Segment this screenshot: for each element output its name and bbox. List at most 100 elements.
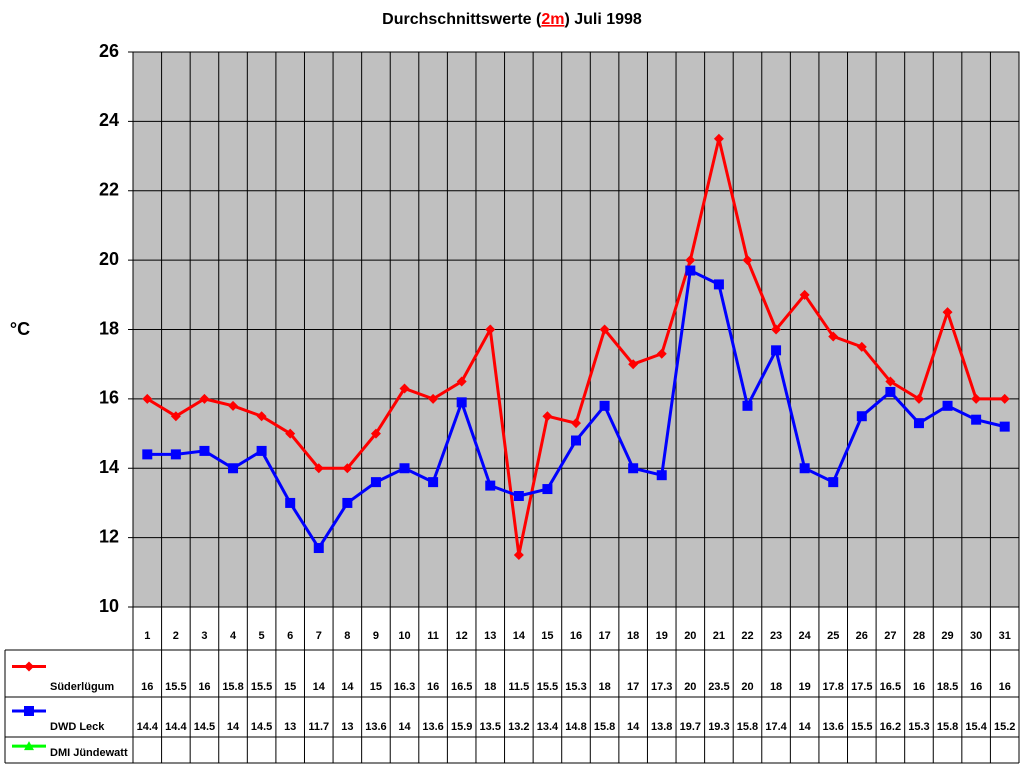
- x-tick-label: 6: [287, 630, 293, 642]
- marker: [342, 497, 353, 508]
- x-tick-label: 9: [373, 630, 379, 642]
- marker: [285, 497, 296, 508]
- marker: [456, 376, 467, 387]
- y-axis-label: °C: [10, 319, 30, 339]
- marker: [913, 418, 924, 429]
- table-value: 17.8: [823, 681, 844, 693]
- x-tick-label: 13: [484, 630, 496, 642]
- table-value: 17.5: [851, 681, 872, 693]
- x-tick-label: 10: [398, 630, 410, 642]
- marker: [999, 421, 1010, 432]
- table-value: 17.3: [651, 681, 672, 693]
- x-tick-label: 23: [770, 630, 782, 642]
- table-value: 14: [341, 681, 354, 693]
- x-tick-label: 20: [684, 630, 696, 642]
- marker: [742, 255, 753, 266]
- table-value: 15.5: [165, 681, 186, 693]
- title-part: Durchschnittswerte (: [382, 11, 542, 28]
- table-value: 19.7: [680, 721, 701, 733]
- marker: [913, 393, 924, 404]
- table-value: 13.4: [537, 721, 559, 733]
- marker: [599, 400, 610, 411]
- marker: [856, 341, 867, 352]
- table-value: 16.5: [451, 681, 472, 693]
- marker: [256, 445, 267, 456]
- marker: [971, 393, 982, 404]
- table-value: 15.5: [251, 681, 272, 693]
- table-value: 15.9: [451, 721, 472, 733]
- table-value: 14: [313, 681, 326, 693]
- table-value: 18: [484, 681, 496, 693]
- title-part: ) Juli 1998: [564, 11, 641, 28]
- table-value: 11.7: [308, 721, 329, 733]
- marker: [228, 463, 239, 474]
- marker: [713, 279, 724, 290]
- marker: [370, 428, 381, 439]
- x-tick-label: 17: [598, 630, 610, 642]
- marker: [542, 411, 553, 422]
- x-tick-label: 31: [999, 630, 1011, 642]
- table-value: 13.6: [365, 721, 386, 733]
- marker: [370, 477, 381, 488]
- table-value: 15.8: [222, 681, 243, 693]
- x-tick-label: 30: [970, 630, 982, 642]
- marker: [628, 359, 639, 370]
- table-value: 16: [913, 681, 925, 693]
- x-tick-label: 15: [541, 630, 553, 642]
- x-tick-label: 18: [627, 630, 639, 642]
- table-value: 15.5: [537, 681, 558, 693]
- table-value: 16: [970, 681, 982, 693]
- marker: [542, 484, 553, 495]
- table-value: 23.5: [708, 681, 729, 693]
- table-value: 14: [799, 721, 812, 733]
- table-value: 15.8: [594, 721, 615, 733]
- marker: [942, 400, 953, 411]
- marker: [228, 400, 239, 411]
- marker: [170, 411, 181, 422]
- marker: [313, 543, 324, 554]
- table-value: 14.5: [251, 721, 272, 733]
- x-tick-label: 11: [427, 630, 439, 642]
- table-value: 14.8: [565, 721, 586, 733]
- table-value: 15.3: [565, 681, 586, 693]
- y-tick-label: 18: [99, 318, 119, 338]
- marker: [24, 661, 34, 672]
- x-tick-label: 25: [827, 630, 839, 642]
- marker: [628, 463, 639, 474]
- marker: [428, 393, 439, 404]
- marker: [313, 463, 324, 474]
- marker: [399, 383, 410, 394]
- x-tick-label: 22: [741, 630, 753, 642]
- marker: [656, 470, 667, 481]
- table-value: 15: [284, 681, 296, 693]
- table-value: 18: [598, 681, 610, 693]
- x-tick-label: 14: [513, 630, 526, 642]
- table-value: 16: [427, 681, 439, 693]
- table-value: 17.4: [765, 721, 787, 733]
- table-value: 11.5: [508, 681, 529, 693]
- chart-title: Durchschnittswerte (2m) Juli 1998: [382, 11, 642, 28]
- y-tick-label: 24: [99, 110, 119, 130]
- marker: [656, 348, 667, 359]
- table-value: 14.5: [194, 721, 215, 733]
- marker: [485, 480, 496, 491]
- marker: [685, 255, 696, 266]
- table-value: 14: [627, 721, 640, 733]
- table-value: 15.5: [851, 721, 872, 733]
- marker: [713, 133, 724, 144]
- marker: [513, 491, 524, 501]
- table-value: 16.5: [880, 681, 901, 693]
- marker: [771, 324, 782, 335]
- legend-label: DWD Leck: [50, 721, 105, 733]
- table-value: 13.6: [823, 721, 844, 733]
- marker: [24, 706, 34, 716]
- x-tick-label: 3: [201, 630, 207, 642]
- table-value: 13.2: [508, 721, 529, 733]
- x-tick-label: 7: [316, 630, 322, 642]
- x-tick-label: 28: [913, 630, 925, 642]
- y-tick-label: 26: [99, 41, 119, 61]
- x-tick-label: 21: [713, 630, 725, 642]
- table-value: 19: [799, 681, 811, 693]
- marker: [571, 435, 581, 446]
